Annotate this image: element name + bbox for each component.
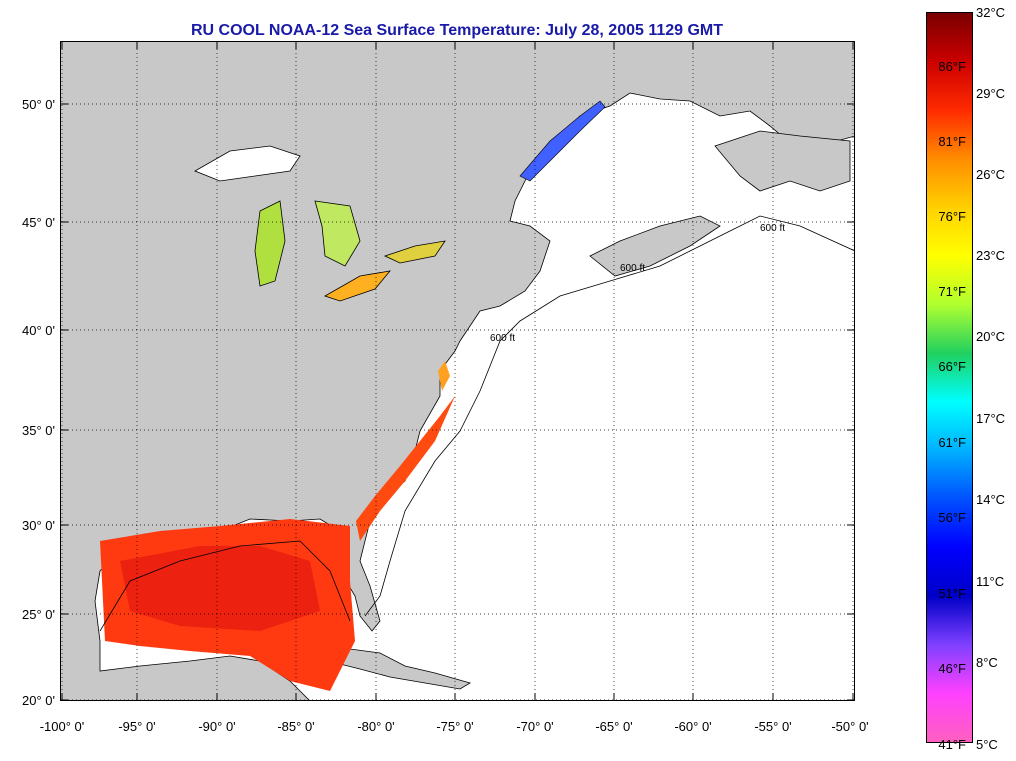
lat-label: 20° 0' — [22, 693, 55, 708]
lat-label: 25° 0' — [22, 607, 55, 622]
contour-label: 600 ft — [620, 263, 645, 274]
lon-label: -80° 0' — [357, 719, 395, 734]
lon-label: -70° 0' — [516, 719, 554, 734]
colorbar-fahrenheit-label: 86°F — [938, 59, 966, 74]
lon-label: -85° 0' — [277, 719, 315, 734]
gulf-sst-red-patch — [120, 546, 320, 631]
colorbar-fahrenheit-label: 66°F — [938, 359, 966, 374]
lake-huron — [314, 200, 361, 267]
colorbar-fahrenheit-label: 41°F — [938, 737, 966, 752]
colorbar-fahrenheit-label: 46°F — [938, 661, 966, 676]
isobath-600ft — [364, 215, 855, 617]
lon-label: -100° 0' — [39, 719, 85, 734]
lon-label: -55° 0' — [754, 719, 792, 734]
lake-michigan — [254, 200, 286, 287]
isobath-600ft-gulf — [99, 540, 351, 632]
colorbar-fahrenheit-label: 56°F — [938, 510, 966, 525]
colorbar-celsius-label: 11°C — [976, 574, 1005, 589]
lat-label: 30° 0' — [22, 518, 55, 533]
colorbar-fahrenheit-label: 71°F — [938, 284, 966, 299]
lat-label: 45° 0' — [22, 215, 55, 230]
colorbar-celsius-label: 14°C — [976, 492, 1006, 507]
lon-label: -90° 0' — [198, 719, 236, 734]
contour-label: 600 ft — [760, 223, 785, 234]
newfoundland-island — [714, 130, 851, 192]
colorbar-celsius-label: 32°C — [976, 5, 1006, 20]
lat-label: 40° 0' — [22, 323, 55, 338]
cuba-island — [318, 648, 471, 690]
temperature-colorbar — [926, 12, 973, 743]
colorbar-celsius-label: 20°C — [976, 329, 1006, 344]
sst-map: 600 ft 600 ft 600 ft — [60, 41, 855, 701]
contour-label: 600 ft — [490, 333, 515, 344]
lon-label: -65° 0' — [595, 719, 633, 734]
colorbar-celsius-label: 8°C — [976, 655, 998, 670]
map-title: RU COOL NOAA-12 Sea Surface Temperature:… — [190, 22, 724, 39]
lon-label: -50° 0' — [831, 719, 869, 734]
atlantic-coastal-sst — [356, 396, 455, 541]
colorbar-celsius-label: 26°C — [976, 167, 1006, 182]
lon-label: -75° 0' — [436, 719, 474, 734]
chesapeake-sst — [438, 361, 450, 391]
colorbar-fahrenheit-label: 81°F — [938, 134, 966, 149]
colorbar-fahrenheit-label: 61°F — [938, 435, 966, 450]
lat-label: 50° 0' — [22, 97, 55, 112]
lat-label: 35° 0' — [22, 423, 55, 438]
colorbar-fahrenheit-label: 51°F — [938, 586, 966, 601]
lon-label: -60° 0' — [674, 719, 712, 734]
colorbar-celsius-label: 29°C — [976, 86, 1006, 101]
lake-ontario — [383, 240, 446, 264]
map-border — [60, 41, 855, 701]
colorbar-celsius-label: 5°C — [976, 737, 998, 752]
st-lawrence-river — [519, 100, 606, 182]
colorbar-fahrenheit-label: 76°F — [938, 209, 966, 224]
lake-erie — [324, 270, 391, 302]
colorbar-celsius-label: 17°C — [976, 411, 1006, 426]
colorbar-celsius-label: 23°C — [976, 248, 1006, 263]
lon-label: -95° 0' — [118, 719, 156, 734]
lake-superior — [194, 145, 301, 182]
nova-scotia — [589, 215, 721, 277]
